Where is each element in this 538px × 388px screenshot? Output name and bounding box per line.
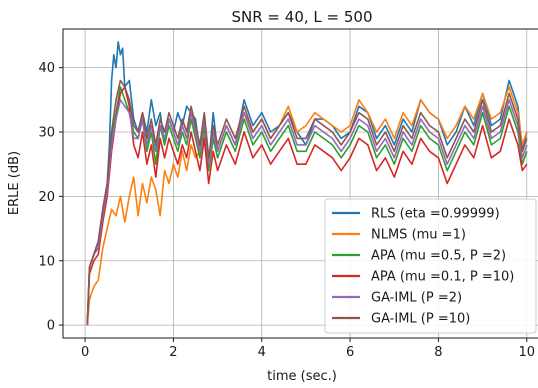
legend: RLS (eta =0.99999) NLMS (mu =1) APA (mu =0… xyxy=(324,198,537,334)
x-tick-label: 6 xyxy=(346,345,354,360)
x-tick-label: 4 xyxy=(258,345,266,360)
y-axis-label: ERLE (dB) xyxy=(7,151,22,215)
legend-label: GA-IML (P =10) xyxy=(371,312,470,327)
y-tick-label: 30 xyxy=(38,126,55,141)
y-tick-label: 40 xyxy=(38,61,55,76)
series-line-4 xyxy=(86,86,528,326)
legend-label: RLS (eta =0.99999) xyxy=(371,207,500,222)
axis-ticks: 0 2 4 6 8 10 0 10 20 30 40 xyxy=(38,61,535,360)
series-line-6 xyxy=(86,79,528,326)
x-axis-label: time (sec.) xyxy=(267,369,337,384)
series-line-5 xyxy=(86,99,528,326)
chart-title: SNR = 40, L = 500 xyxy=(232,8,373,26)
series-line-3 xyxy=(86,86,528,326)
legend-label: APA (mu =0.5, P =2) xyxy=(371,249,506,264)
y-tick-label: 0 xyxy=(47,319,55,334)
series-layer xyxy=(86,41,528,326)
plot-frame xyxy=(62,28,538,339)
x-tick-label: 8 xyxy=(434,345,442,360)
x-tick-label: 10 xyxy=(518,345,535,360)
y-tick-label: 10 xyxy=(38,254,55,269)
x-tick-label: 2 xyxy=(169,345,177,360)
legend-label: NLMS (mu =1) xyxy=(371,228,466,243)
x-tick-label: 0 xyxy=(81,345,89,360)
legend-label: GA-IML (P =2) xyxy=(371,291,462,306)
grid-lines xyxy=(63,29,538,338)
legend-label: APA (mu =0.1, P =10) xyxy=(371,270,514,285)
legend-box xyxy=(324,198,537,334)
y-tick-label: 20 xyxy=(38,190,55,205)
